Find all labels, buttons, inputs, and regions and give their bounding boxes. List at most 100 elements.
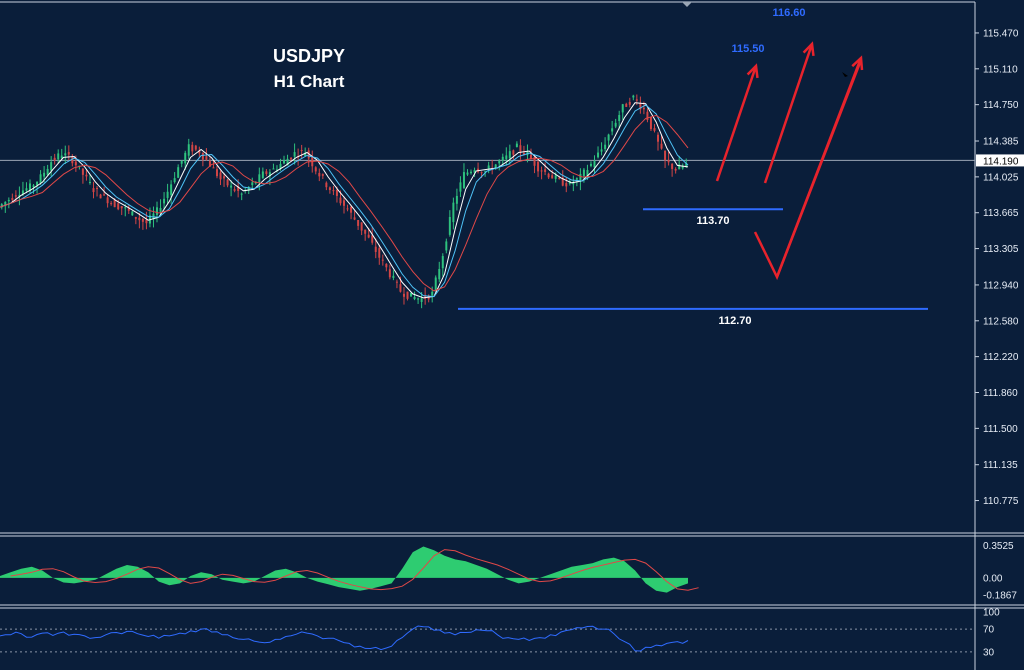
candle-body	[364, 229, 367, 234]
candle-body	[265, 171, 268, 174]
candle-body	[163, 198, 166, 204]
candle-body	[81, 168, 84, 175]
price-axis: 115.470 115.110 114.750 114.385 114.025 113.6…	[975, 28, 1019, 507]
candle-body	[343, 200, 345, 206]
candle-body	[127, 207, 130, 211]
arrow-to-second-target	[763, 43, 814, 184]
candle-body	[28, 183, 31, 192]
candle-body	[131, 211, 134, 216]
rsi-tick-label: 70	[983, 625, 995, 636]
candle-body	[191, 144, 194, 152]
candle-body	[36, 181, 39, 186]
chart-title-timeframe: H1 Chart	[274, 72, 345, 91]
candle-body	[381, 259, 384, 261]
candle-body	[664, 150, 667, 161]
candle-body	[611, 128, 614, 132]
candle-body	[177, 167, 180, 178]
arrow-to-second-target-head	[802, 41, 815, 57]
candle-body	[50, 162, 53, 171]
candle-body	[60, 155, 63, 158]
arrow-from-pullback-head	[851, 55, 864, 71]
candle-body	[445, 241, 448, 251]
candle-body	[339, 197, 342, 204]
candlestick-series	[0, 94, 688, 309]
candle-body	[575, 178, 578, 180]
candle-body	[350, 207, 353, 213]
candle-body	[671, 163, 674, 169]
candle-body	[649, 116, 652, 130]
candle-body	[600, 149, 603, 152]
candle-body	[455, 195, 458, 204]
macd-tick-label: 0.3525	[983, 541, 1014, 552]
candle-body	[325, 182, 328, 188]
candle-body	[438, 268, 441, 280]
price-tick-label: 111.135	[983, 460, 1018, 471]
chart-shift-marker-icon[interactable]	[682, 2, 692, 7]
candle-body	[92, 188, 95, 193]
price-tick-label: 111.500	[983, 424, 1018, 435]
candle-body	[431, 291, 434, 296]
candle-body	[660, 143, 663, 149]
candle-body	[120, 206, 123, 209]
ma-mid-line	[0, 104, 689, 298]
candle-body	[586, 169, 589, 177]
candle-body	[117, 203, 120, 210]
candle-body	[106, 197, 109, 204]
candle-body	[198, 150, 201, 154]
macd-histogram	[0, 546, 688, 593]
candle-body	[360, 222, 363, 231]
price-tick-label: 110.775	[983, 496, 1019, 507]
candle-body	[286, 158, 289, 166]
price-tick-label: 114.750	[983, 100, 1019, 111]
candle-body	[522, 153, 525, 155]
candle-body	[88, 182, 91, 184]
candle-body	[261, 171, 264, 179]
candle-body	[226, 179, 229, 186]
candle-body	[417, 298, 420, 300]
support-levels: 113.70 112.70	[458, 208, 928, 327]
candle-body	[646, 111, 649, 120]
candle-body	[240, 193, 243, 195]
candle-body	[194, 145, 197, 150]
candle-body	[678, 164, 681, 170]
candle-body	[529, 154, 532, 159]
candle-body	[512, 150, 515, 155]
candle-body	[508, 151, 511, 159]
moving-averages	[0, 102, 689, 299]
candle-body	[470, 171, 473, 174]
current-price-badge	[976, 154, 1024, 167]
price-tick-label: 114.385	[983, 137, 1019, 148]
candle-body	[452, 202, 455, 223]
candle-body	[25, 188, 28, 191]
candle-body	[374, 246, 377, 252]
candle-body	[212, 167, 215, 169]
candle-body	[462, 172, 465, 188]
candle-body	[159, 207, 162, 212]
candle-body	[113, 199, 116, 208]
candle-body	[434, 277, 437, 291]
candle-body	[565, 182, 568, 187]
candle-body	[14, 195, 17, 197]
candle-body	[466, 172, 469, 175]
candle-body	[67, 152, 70, 155]
price-tick-label: 113.305	[983, 244, 1019, 255]
candle-body	[85, 174, 88, 177]
candle-body	[272, 168, 275, 170]
ma-slow-line	[0, 114, 689, 292]
candle-body	[653, 128, 656, 131]
candle-body	[328, 187, 331, 191]
candle-body	[480, 172, 483, 174]
macd-tick-label: 0.00	[983, 573, 1003, 584]
candle-body	[632, 95, 635, 98]
candle-body	[110, 203, 113, 205]
candle-body	[487, 165, 490, 169]
candle-body	[635, 99, 638, 101]
chart-title-symbol: USDJPY	[273, 46, 345, 66]
candle-body	[537, 161, 540, 172]
candle-body	[579, 173, 582, 182]
candle-body	[473, 170, 476, 173]
candle-body	[103, 194, 106, 196]
candle-body	[505, 155, 508, 160]
